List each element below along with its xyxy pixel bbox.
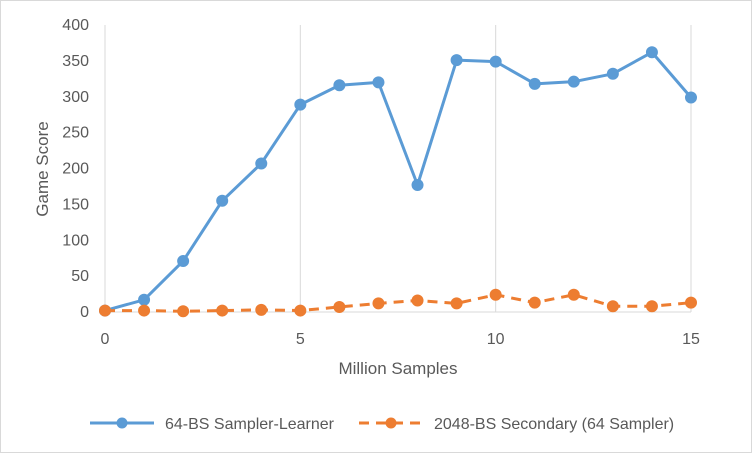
data-point [255, 303, 268, 316]
x-tick-label: 5 [296, 331, 305, 348]
data-point [450, 297, 463, 310]
y-tick-label: 250 [62, 125, 89, 142]
data-point [528, 77, 541, 90]
data-point [645, 46, 658, 59]
x-tick-label: 10 [487, 331, 505, 348]
y-tick-label: 300 [62, 89, 89, 106]
data-point [294, 304, 307, 317]
y-tick-label: 400 [62, 17, 89, 34]
series-line [105, 293, 692, 313]
legend-label: 2048-BS Secondary (64 Sampler) [434, 416, 674, 433]
y-tick-label: 50 [71, 268, 89, 285]
data-point [606, 67, 619, 80]
legend-swatch-marker [116, 417, 128, 429]
data-point [685, 91, 697, 104]
data-point [567, 288, 580, 301]
y-tick-label: 0 [80, 304, 89, 321]
y-tick-label: 100 [62, 232, 89, 249]
data-point [177, 255, 190, 268]
data-point [372, 297, 385, 310]
x-tick-label: 15 [682, 331, 700, 348]
data-point [411, 179, 424, 192]
data-point [99, 304, 111, 317]
data-point [138, 293, 151, 306]
data-point [489, 288, 502, 301]
data-point [606, 300, 619, 313]
x-axis-title: Million Samples [338, 359, 457, 378]
data-point [489, 55, 502, 68]
y-tick-label: 350 [62, 53, 89, 70]
x-tick-label: 0 [101, 331, 110, 348]
data-point [450, 54, 463, 67]
data-point [411, 294, 424, 307]
y-axis-title: Game Score [33, 121, 52, 216]
data-point [177, 305, 190, 318]
y-tick-label: 200 [62, 161, 89, 178]
data-point [216, 304, 229, 317]
data-point [645, 300, 658, 313]
y-tick-label: 150 [62, 196, 89, 213]
legend: 64-BS Sampler-Learner 2048-BS Secondary (… [90, 416, 674, 433]
data-point [685, 296, 697, 309]
data-point [372, 76, 385, 89]
legend-label: 64-BS Sampler-Learner [165, 416, 335, 433]
series-2 [99, 288, 697, 318]
data-point [138, 304, 151, 317]
data-point [294, 98, 307, 111]
data-point [333, 300, 346, 313]
legend-item-1: 64-BS Sampler-Learner [90, 416, 335, 433]
legend-swatch-marker [385, 417, 397, 429]
legend-item-2: 2048-BS Secondary (64 Sampler) [359, 416, 674, 433]
series-line [104, 50, 693, 313]
gridlines [104, 25, 692, 312]
data-point [567, 75, 580, 88]
data-point [216, 194, 229, 207]
data-point [528, 296, 541, 309]
series-1 [99, 46, 697, 317]
data-point [255, 157, 268, 170]
series [99, 46, 697, 318]
data-point [333, 79, 346, 92]
